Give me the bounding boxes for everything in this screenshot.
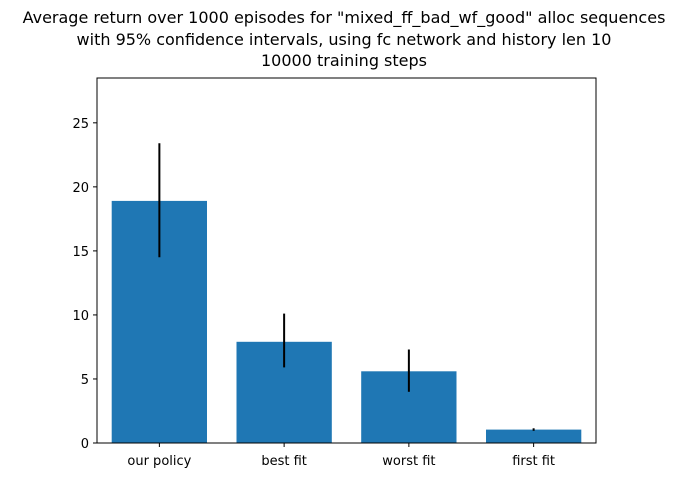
y-ticks-group: 0 5 10 15 20 25 <box>72 117 97 452</box>
bars-group <box>111 200 582 443</box>
error-bars-group <box>158 143 535 431</box>
chart-title: Average return over 1000 episodes for "m… <box>23 8 666 70</box>
bar-first-fit <box>486 429 582 443</box>
y-tick-label: 25 <box>72 117 89 132</box>
chart-title-line-2: with 95% confidence intervals, using fc … <box>77 30 612 49</box>
x-tick-label: best fit <box>261 454 307 469</box>
x-tick-label: our policy <box>127 454 191 469</box>
chart-title-line-3: 10000 training steps <box>261 51 427 70</box>
x-ticks-group: our policy best fit worst fit first fit <box>127 443 555 469</box>
y-tick-label: 10 <box>72 309 89 324</box>
axes-group <box>96 77 597 444</box>
y-tick-label: 5 <box>81 373 89 388</box>
plot-frame <box>96 77 597 444</box>
y-tick-label: 20 <box>72 181 89 196</box>
y-tick-label: 0 <box>81 437 89 452</box>
y-tick-label: 15 <box>72 245 89 260</box>
x-tick-label: worst fit <box>382 454 435 469</box>
chart-title-line-1: Average return over 1000 episodes for "m… <box>23 8 666 28</box>
x-tick-label: first fit <box>512 454 555 469</box>
